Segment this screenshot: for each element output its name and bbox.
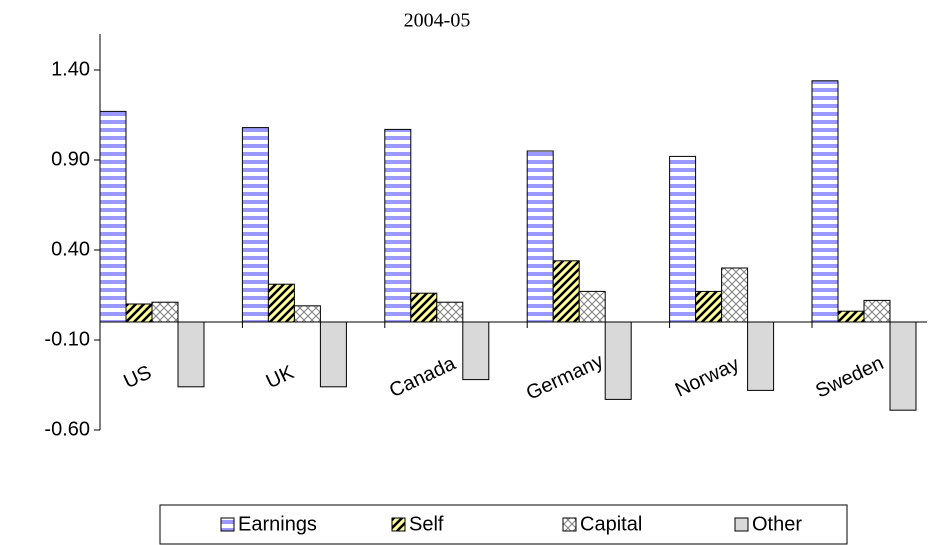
bar (863, 299, 891, 323)
bar (462, 321, 490, 381)
legend-label: Earnings (238, 513, 317, 535)
legend-box (159, 504, 848, 545)
bar (695, 290, 723, 323)
bar (837, 310, 865, 323)
legend-label: Other (752, 513, 802, 535)
y-tick-label: -0.10 (44, 328, 90, 350)
bar (669, 155, 697, 323)
bar (410, 292, 438, 323)
bar (436, 301, 464, 323)
x-tick-label: Sweden (812, 352, 887, 402)
bar (293, 305, 321, 323)
bar (267, 283, 295, 323)
bar (384, 128, 412, 323)
bar (552, 260, 580, 323)
bar (241, 127, 269, 323)
bar (125, 303, 153, 323)
legend-swatch (220, 517, 235, 532)
bar (99, 110, 127, 323)
y-tick-label: -0.60 (44, 418, 90, 440)
x-tick-label: US (120, 362, 154, 394)
bar (526, 150, 554, 323)
bar (811, 80, 839, 323)
bar (578, 290, 606, 323)
chart-title: 2004-05 (404, 10, 471, 32)
legend-swatch (562, 517, 577, 532)
y-tick-label: 1.40 (51, 58, 90, 80)
x-tick-label: UK (263, 361, 298, 393)
legend-label: Self (409, 513, 444, 535)
legend-label: Capital (580, 513, 642, 535)
bar (319, 321, 347, 388)
bar (889, 321, 917, 411)
bar (604, 321, 632, 400)
x-tick-label: Germany (523, 350, 607, 405)
y-tick-label: 0.90 (51, 148, 90, 170)
x-tick-label: Norway (672, 353, 743, 402)
legend-swatch (734, 517, 749, 532)
y-tick-label: 0.40 (51, 238, 90, 260)
bar (151, 301, 179, 323)
legend-swatch (391, 517, 406, 532)
x-tick-label: Canada (386, 352, 460, 402)
bar (177, 321, 205, 388)
bar (721, 267, 749, 323)
bar (747, 321, 775, 391)
